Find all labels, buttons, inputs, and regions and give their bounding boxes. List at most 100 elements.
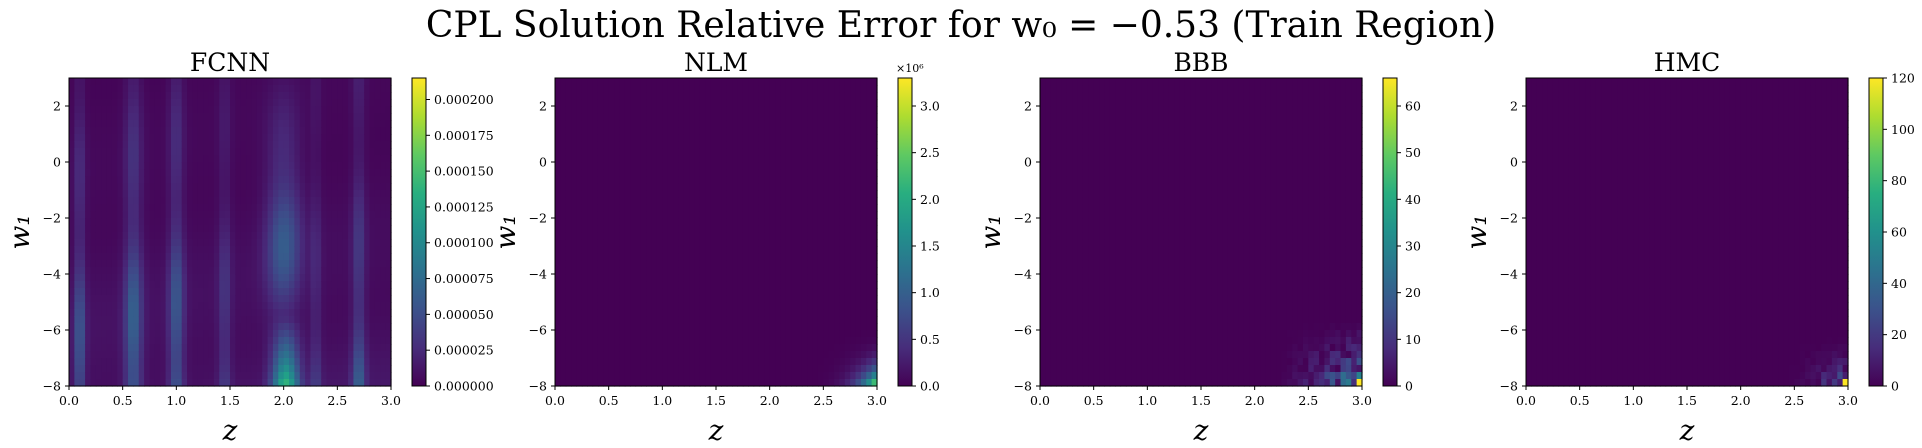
heatmap-cell bbox=[138, 106, 145, 114]
heatmap-cell bbox=[828, 337, 835, 345]
heatmap-cell bbox=[603, 141, 610, 149]
heatmap-cell bbox=[95, 309, 102, 317]
heatmap-cell bbox=[149, 225, 156, 233]
heatmap-cell bbox=[154, 323, 161, 331]
heatmap-cell bbox=[721, 218, 728, 226]
heatmap-cell bbox=[662, 99, 669, 107]
heatmap-cell bbox=[721, 92, 728, 100]
heatmap-cell bbox=[576, 211, 583, 219]
heatmap-cell bbox=[213, 218, 220, 226]
heatmap-cell bbox=[348, 183, 355, 191]
heatmap-cell bbox=[138, 337, 145, 345]
heatmap-cell bbox=[133, 267, 140, 275]
heatmap-cell bbox=[111, 302, 118, 310]
heatmap-cell bbox=[635, 204, 642, 212]
heatmap-cell bbox=[694, 113, 701, 121]
heatmap-cell bbox=[726, 141, 733, 149]
heatmap-cell bbox=[603, 351, 610, 359]
heatmap-cell bbox=[614, 113, 620, 121]
heatmap-cell bbox=[565, 162, 572, 170]
heatmap-cell bbox=[149, 211, 156, 219]
heatmap-cell bbox=[230, 99, 236, 107]
heatmap-cell bbox=[555, 295, 561, 303]
heatmap-cell bbox=[262, 169, 269, 177]
heatmap-cell bbox=[758, 288, 765, 296]
heatmap-cell bbox=[289, 225, 295, 233]
heatmap-cell bbox=[716, 260, 722, 268]
heatmap-cell bbox=[149, 372, 156, 380]
heatmap-cell bbox=[587, 253, 594, 261]
heatmap-cell bbox=[181, 309, 188, 317]
heatmap-cell bbox=[673, 260, 680, 268]
heatmap-cell bbox=[817, 218, 824, 226]
heatmap-cell bbox=[683, 148, 690, 156]
heatmap-cell bbox=[721, 85, 728, 93]
heatmap-cell bbox=[187, 183, 194, 191]
heatmap-cell bbox=[181, 288, 188, 296]
heatmap-cell bbox=[646, 106, 653, 114]
heatmap-cell bbox=[678, 330, 685, 338]
heatmap-cell bbox=[385, 134, 392, 142]
heatmap-cell bbox=[122, 274, 129, 282]
heatmap-cell bbox=[278, 267, 285, 275]
heatmap-cell bbox=[560, 337, 567, 345]
heatmap-cell bbox=[780, 344, 787, 352]
heatmap-cell bbox=[576, 141, 583, 149]
heatmap-cell bbox=[732, 337, 739, 345]
heatmap-cell bbox=[732, 85, 739, 93]
heatmap-cell bbox=[823, 239, 830, 247]
heatmap-cell bbox=[801, 316, 808, 324]
heatmap-cell bbox=[192, 190, 199, 198]
heatmap-cell bbox=[305, 92, 312, 100]
heatmap-cell bbox=[726, 134, 733, 142]
heatmap-cell bbox=[828, 141, 835, 149]
heatmap-cell bbox=[705, 337, 712, 345]
heatmap-cell bbox=[812, 232, 819, 240]
heatmap-cell bbox=[630, 162, 637, 170]
heatmap-cell bbox=[283, 127, 290, 135]
heatmap-cell bbox=[331, 274, 338, 282]
heatmap-cell bbox=[571, 148, 578, 156]
heatmap-cell bbox=[656, 365, 663, 373]
heatmap-cell bbox=[358, 316, 365, 324]
heatmap-cell bbox=[603, 204, 610, 212]
heatmap-cell bbox=[111, 162, 118, 170]
heatmap-cell bbox=[364, 92, 371, 100]
heatmap-cell bbox=[305, 260, 312, 268]
heatmap-cell bbox=[117, 204, 124, 212]
heatmap-cell bbox=[812, 372, 819, 380]
heatmap-cell bbox=[267, 281, 274, 289]
heatmap-cell bbox=[726, 113, 733, 121]
heatmap-cell bbox=[694, 211, 701, 219]
heatmap-cell bbox=[834, 176, 841, 184]
heatmap-cell bbox=[101, 141, 108, 149]
heatmap-cell bbox=[144, 302, 151, 310]
heatmap-cell bbox=[667, 218, 674, 226]
heatmap-cell bbox=[305, 78, 312, 86]
heatmap-cell bbox=[79, 92, 86, 100]
heatmap-cell bbox=[230, 253, 236, 261]
heatmap-cell bbox=[721, 239, 728, 247]
heatmap-cell bbox=[619, 337, 626, 345]
heatmap-cell bbox=[160, 155, 167, 163]
heatmap-cell bbox=[101, 239, 108, 247]
heatmap-cell bbox=[683, 162, 690, 170]
heatmap-cell bbox=[646, 211, 653, 219]
heatmap-cell bbox=[651, 225, 658, 233]
heatmap-cell bbox=[817, 85, 824, 93]
heatmap-cell bbox=[326, 134, 333, 142]
heatmap-cell bbox=[111, 351, 118, 359]
heatmap-cell bbox=[128, 379, 134, 387]
heatmap-cell bbox=[224, 337, 231, 345]
heatmap-cell bbox=[624, 155, 631, 163]
heatmap-cell bbox=[117, 225, 124, 233]
heatmap-cell bbox=[678, 127, 685, 135]
heatmap-cell bbox=[251, 337, 258, 345]
heatmap-cell bbox=[267, 267, 274, 275]
heatmap-cell bbox=[272, 134, 279, 142]
heatmap-cell bbox=[374, 295, 381, 303]
heatmap-cell bbox=[326, 323, 333, 331]
heatmap-cell bbox=[380, 78, 387, 86]
heatmap-cell bbox=[791, 344, 798, 352]
